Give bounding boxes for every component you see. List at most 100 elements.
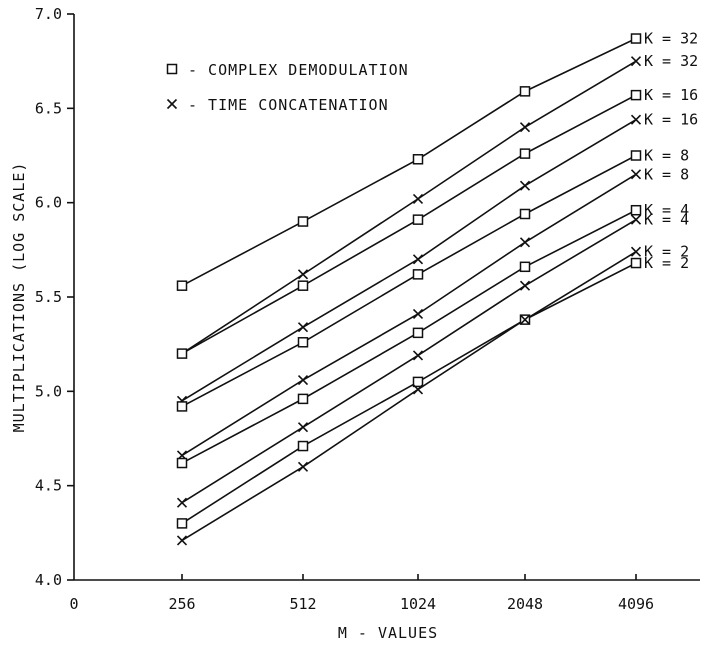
- legend-label: - TIME CONCATENATION: [188, 96, 389, 114]
- square-marker: [176, 348, 188, 359]
- square-marker: [297, 393, 309, 405]
- square-marker: [630, 204, 642, 216]
- x-marker: [176, 535, 188, 546]
- x-marker: [519, 280, 531, 291]
- square-marker: [630, 89, 642, 101]
- square-marker: [519, 208, 531, 220]
- series-label: K = 8: [644, 147, 689, 165]
- x-marker-stroke: [176, 535, 188, 546]
- square-marker: [519, 261, 531, 273]
- series-end-labels: K = 32K = 32K = 16K = 16K = 8K = 8K = 4K…: [644, 30, 698, 273]
- series-line-complex-demodulation-k4: [181, 209, 637, 464]
- x-marker-stroke: [297, 461, 309, 472]
- y-axis-title: MULTIPLICATIONS (LOG SCALE): [10, 162, 28, 433]
- x-marker: [630, 169, 642, 180]
- square-marker: [412, 376, 424, 388]
- square-marker: [297, 216, 309, 227]
- legend-label: - COMPLEX DEMODULATION: [188, 61, 409, 79]
- square-marker: [176, 457, 188, 469]
- y-tick-label: 7.0: [35, 5, 62, 23]
- x-marker: [412, 350, 424, 361]
- series-label: K = 4: [644, 211, 689, 229]
- x-marker: [297, 322, 309, 333]
- y-tick-label: 4.0: [35, 571, 62, 589]
- x-marker: [519, 180, 531, 191]
- x-axis-title: M - VALUES: [338, 624, 438, 642]
- x-tick-label: 4096: [618, 595, 654, 613]
- x-marker-stroke: [412, 193, 424, 204]
- x-marker-stroke: [176, 497, 188, 508]
- x-marker: [412, 254, 424, 265]
- square-marker: [630, 257, 642, 269]
- series-label: K = 4: [644, 201, 689, 219]
- series-label: K = 16: [644, 86, 698, 104]
- axis-ticks: 4.0 4.5 5.0 5.5 6.0 6.5 7.0 0 256 512 1024 2048 4096: [35, 5, 654, 613]
- series-label: K = 16: [644, 111, 698, 129]
- x-marker-stroke: [412, 350, 424, 361]
- x-marker-stroke: [412, 254, 424, 265]
- x-marker-stroke: [297, 269, 309, 280]
- x-marker: [297, 422, 309, 433]
- x-marker: [297, 461, 309, 472]
- square-marker: [630, 150, 642, 161]
- x-marker-stroke: [630, 56, 642, 67]
- series-label: K = 32: [644, 52, 698, 70]
- y-tick-label: 6.0: [35, 194, 62, 212]
- x-marker-stroke: [297, 322, 309, 333]
- square-marker: [412, 154, 424, 165]
- y-tick-label: 5.0: [35, 382, 62, 400]
- x-marker-stroke: [630, 246, 642, 257]
- square-marker: [297, 337, 309, 348]
- square-marker: [412, 214, 424, 225]
- x-marker: [176, 497, 188, 508]
- square-marker: [412, 269, 424, 280]
- y-tick-label: 6.5: [35, 99, 62, 117]
- x-marker-stroke: [166, 98, 178, 110]
- x-marker: [166, 98, 178, 110]
- series-label: K = 32: [644, 30, 698, 48]
- x-marker-stroke: [630, 214, 642, 225]
- y-tick-label: 5.5: [35, 288, 62, 306]
- x-marker-stroke: [412, 308, 424, 320]
- square-marker: [176, 401, 188, 412]
- x-marker: [297, 269, 309, 280]
- x-marker: [630, 246, 642, 257]
- x-marker: [412, 384, 424, 395]
- series-line-complex-demodulation-k16: [181, 94, 637, 355]
- square-marker: [297, 280, 309, 291]
- x-marker: [519, 237, 531, 248]
- x-tick-label: 2048: [507, 595, 543, 613]
- x-marker: [630, 56, 642, 67]
- square-marker: [519, 148, 531, 159]
- x-marker-stroke: [630, 114, 642, 125]
- square-marker: [519, 86, 531, 97]
- x-marker-stroke: [519, 122, 531, 133]
- x-marker-stroke: [519, 314, 531, 325]
- series-label: K = 8: [644, 165, 689, 183]
- series-markers: [176, 33, 642, 546]
- x-marker-stroke: [630, 169, 642, 180]
- x-tick-label: 1024: [400, 595, 436, 613]
- square-marker: [176, 280, 188, 291]
- x-marker-stroke: [519, 280, 531, 291]
- x-marker: [412, 308, 424, 320]
- square-marker: [166, 63, 178, 75]
- square-marker: [412, 327, 424, 339]
- legend: - COMPLEX DEMODULATION - TIME CONCATENATI…: [166, 61, 409, 114]
- x-marker-stroke: [519, 180, 531, 191]
- series-line-complex-demodulation-k2: [181, 262, 637, 525]
- square-marker: [630, 33, 642, 44]
- x-tick-label: 512: [289, 595, 316, 613]
- series-line-complex-demodulation-k8: [181, 154, 637, 408]
- x-marker: [412, 193, 424, 204]
- y-tick-label: 4.5: [35, 477, 62, 495]
- x-marker: [630, 214, 642, 225]
- x-marker: [630, 114, 642, 125]
- x-marker-stroke: [297, 422, 309, 433]
- series-label: K = 2: [644, 254, 689, 272]
- x-marker: [519, 122, 531, 133]
- x-marker: [297, 374, 309, 386]
- square-marker: [297, 440, 309, 452]
- series-line-time-concatenation-k2: [181, 251, 637, 542]
